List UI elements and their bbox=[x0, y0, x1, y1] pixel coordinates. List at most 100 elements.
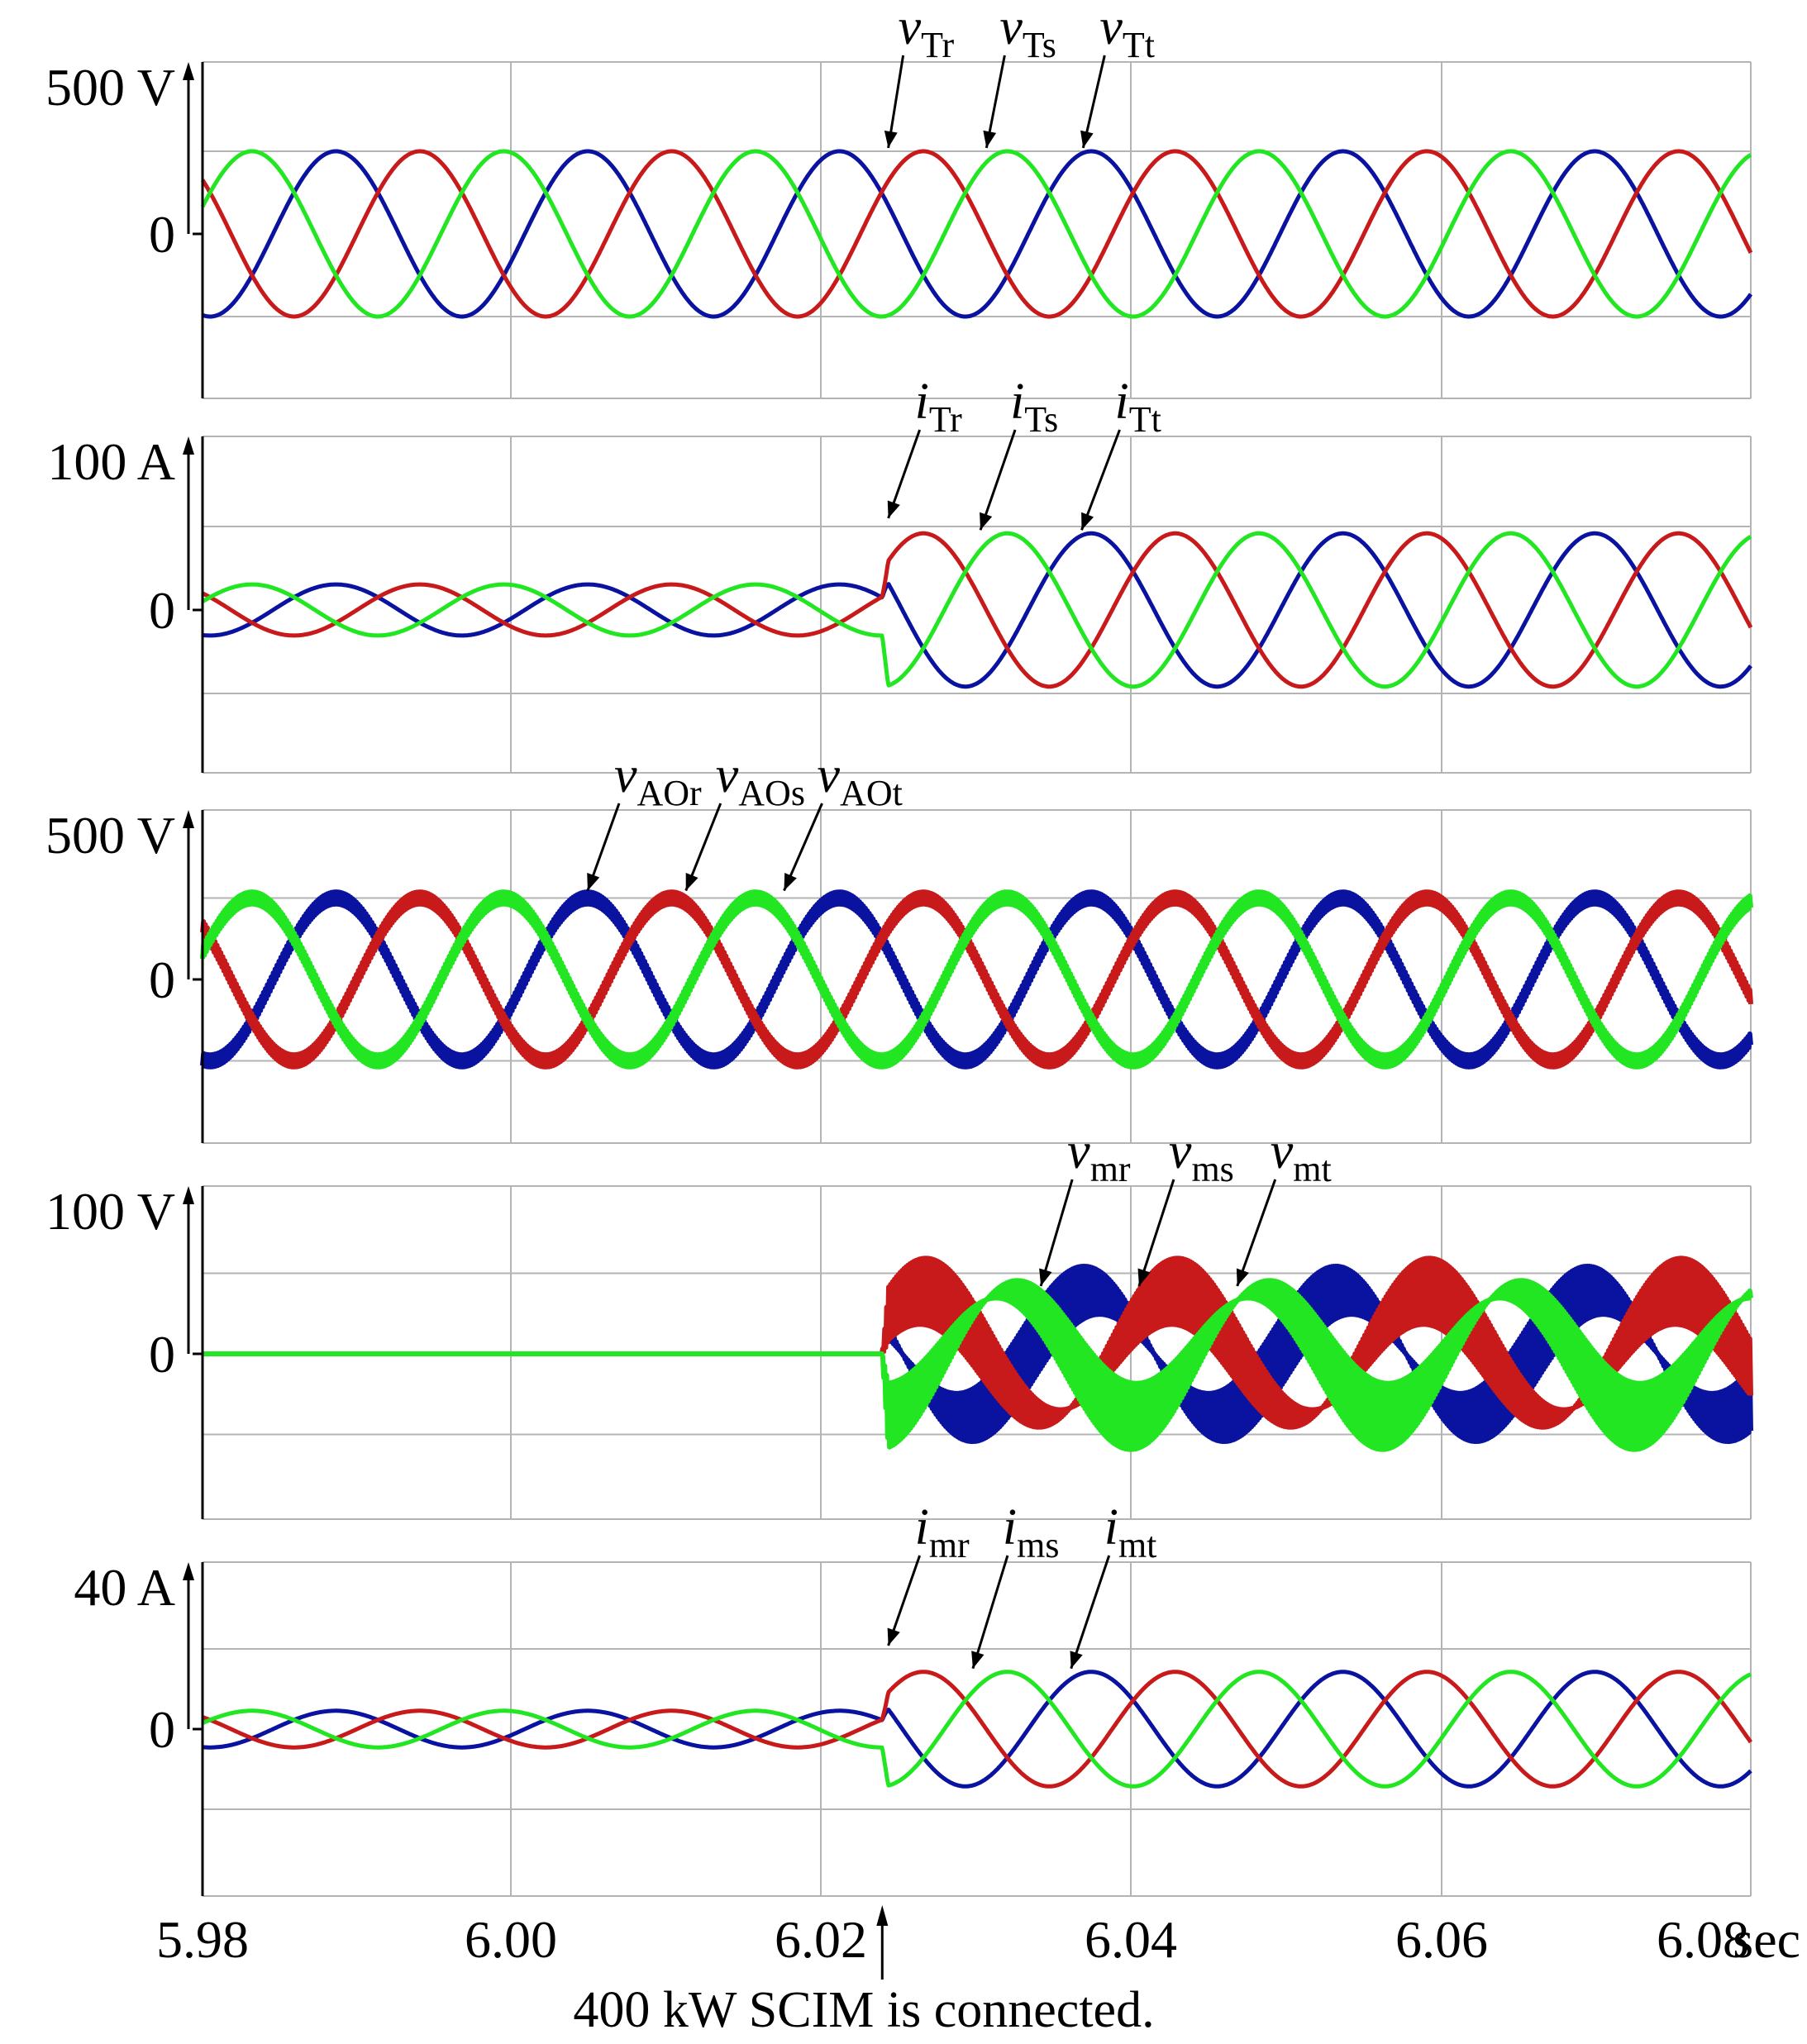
annotation-arrow bbox=[1039, 1179, 1074, 1287]
annotation-symbol: i bbox=[915, 374, 929, 430]
annotation-label: iTs bbox=[1010, 374, 1058, 440]
annotation-vTs: vTs bbox=[983, 0, 1056, 149]
annotation-arrow-head bbox=[1137, 1268, 1151, 1286]
annotation-arrow-head bbox=[784, 873, 797, 891]
annotation-vTr: vTr bbox=[884, 0, 954, 149]
annotation-label: imr bbox=[915, 1499, 970, 1565]
x-tick-label: 6.04 bbox=[1085, 1910, 1177, 1969]
annotation-symbol: v bbox=[1099, 0, 1123, 55]
annotation-subscript: AOs bbox=[738, 773, 805, 813]
series-iTr bbox=[201, 531, 1752, 689]
annotation-subscript: Tr bbox=[921, 25, 954, 65]
annotation-label: vAOs bbox=[716, 747, 805, 813]
annotation-subscript: ms bbox=[1017, 1525, 1059, 1565]
annotation-symbol: v bbox=[1169, 1123, 1192, 1179]
series-vTt bbox=[200, 149, 1752, 319]
annotation-iTr: iTr bbox=[887, 374, 962, 519]
series-vTs bbox=[200, 149, 1753, 319]
annotation-label: iTt bbox=[1114, 374, 1161, 440]
y-axis-label: 40 A bbox=[74, 1558, 175, 1617]
y-scale-arrow-head bbox=[183, 810, 194, 828]
series-vAOt bbox=[200, 889, 1753, 1070]
series-vmt bbox=[201, 1278, 1753, 1452]
traces bbox=[201, 1255, 1753, 1452]
annotation-iTs: iTs bbox=[979, 374, 1058, 531]
y-tick-label: 0 bbox=[149, 205, 175, 264]
annotation-subscript: ms bbox=[1191, 1149, 1233, 1189]
annotation-arrow-head bbox=[983, 130, 997, 148]
annotation-vmt: vmt bbox=[1236, 1123, 1332, 1287]
y-axis-label: 100 A bbox=[47, 432, 175, 491]
annotation-subscript: mr bbox=[1090, 1149, 1131, 1189]
annotation-label: vms bbox=[1169, 1123, 1234, 1189]
traces bbox=[201, 1670, 1753, 1789]
y-axis-label: 500 V bbox=[45, 58, 175, 117]
annotation-subscript: mr bbox=[929, 1525, 970, 1565]
annotation-arrow-head bbox=[1081, 512, 1094, 531]
annotation-arrow bbox=[1070, 1555, 1111, 1670]
annotation-label: vmr bbox=[1067, 1123, 1131, 1189]
annotation-symbol: v bbox=[716, 747, 739, 803]
series-imr bbox=[201, 1670, 1752, 1789]
annotation-imt: imt bbox=[1070, 1499, 1157, 1670]
y-tick-label: 0 bbox=[149, 1325, 175, 1384]
x-axis-unit: sec bbox=[1733, 1910, 1800, 1969]
y-tick-label: 0 bbox=[149, 581, 175, 640]
annotation-subscript: Ts bbox=[1024, 399, 1058, 440]
annotation-symbol: v bbox=[1067, 1123, 1090, 1179]
annotation-label: vAOt bbox=[818, 747, 903, 813]
annotation-label: imt bbox=[1104, 1499, 1157, 1565]
annotation-arrow-head bbox=[587, 873, 600, 891]
annotation-symbol: i bbox=[915, 1499, 929, 1556]
annotation-subscript: mt bbox=[1118, 1525, 1156, 1565]
annotation-arrow-head bbox=[971, 1651, 985, 1669]
annotation-symbol: v bbox=[1271, 1123, 1294, 1179]
y-axis-label: 500 V bbox=[45, 806, 175, 865]
annotation-imr: imr bbox=[887, 1499, 970, 1646]
annotation-arrow bbox=[1236, 1179, 1277, 1287]
annotation-iTt: iTt bbox=[1080, 374, 1161, 531]
annotation-arrow-head bbox=[1039, 1268, 1052, 1286]
annotation-symbol: i bbox=[1010, 374, 1024, 430]
series-iTt bbox=[201, 531, 1752, 689]
y-scale-arrow-head bbox=[183, 1562, 194, 1580]
x-tick-label: 6.08 bbox=[1657, 1910, 1749, 1969]
annotation-label: ims bbox=[1003, 1499, 1060, 1565]
y-scale-arrow-head bbox=[183, 62, 194, 80]
y-scale-arrow-head bbox=[183, 1186, 194, 1204]
annotation-arrow bbox=[979, 429, 1017, 531]
annotation-symbol: i bbox=[1114, 374, 1128, 430]
annotation-symbol: v bbox=[999, 0, 1023, 55]
annotation-arrow-head bbox=[1236, 1268, 1249, 1286]
annotation-vAOt: vAOt bbox=[783, 747, 903, 892]
annotation-arrow-head bbox=[887, 500, 900, 519]
event-arrow-head bbox=[876, 1905, 889, 1926]
x-tick-label: 6.06 bbox=[1395, 1910, 1488, 1969]
annotation-vTt: vTt bbox=[1080, 0, 1155, 149]
annotation-vAOs: vAOs bbox=[684, 747, 805, 892]
annotation-subscript: mt bbox=[1293, 1149, 1331, 1189]
series-vAOr bbox=[200, 889, 1753, 1070]
y-tick-label: 0 bbox=[149, 1700, 175, 1759]
annotation-vAOr: vAOr bbox=[586, 747, 702, 892]
annotation-arrow-head bbox=[1070, 1651, 1083, 1669]
annotation-symbol: v bbox=[818, 747, 841, 803]
annotation-label: vTs bbox=[999, 0, 1056, 65]
annotation-vmr: vmr bbox=[1039, 1123, 1131, 1287]
annotation-symbol: v bbox=[614, 747, 637, 803]
annotation-arrow-head bbox=[980, 512, 993, 531]
annotation-label: vAOr bbox=[614, 747, 702, 813]
annotation-arrow-head bbox=[1080, 130, 1094, 148]
annotation-arrow-head bbox=[884, 130, 898, 148]
annotation-subscript: Ts bbox=[1023, 25, 1056, 65]
annotation-ims: ims bbox=[971, 1499, 1060, 1670]
annotation-subscript: Tt bbox=[1129, 399, 1161, 440]
event-caption: 400 kW SCIM is connected. bbox=[573, 1982, 1154, 2038]
